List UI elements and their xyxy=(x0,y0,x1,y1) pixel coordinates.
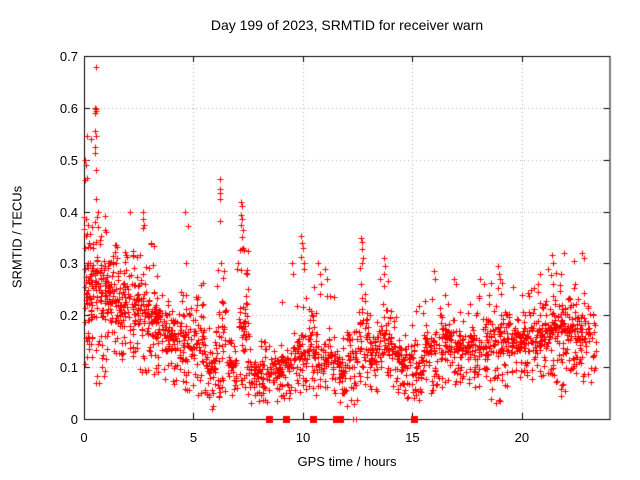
y-tick-label: 0.4 xyxy=(59,204,78,220)
x-axis-label: GPS time / hours xyxy=(297,454,397,469)
y-tick-label: 0.7 xyxy=(59,49,78,64)
y-tick-label: 0.2 xyxy=(59,308,78,324)
y-tick-label: 0.1 xyxy=(59,360,78,376)
x-tick-label: 10 xyxy=(295,430,311,445)
y-axis-label: SRMTID / TECUs xyxy=(9,185,25,289)
x-tick-label: 15 xyxy=(405,430,420,445)
x-tick-label: 5 xyxy=(189,430,198,445)
x-tick-label: 0 xyxy=(80,430,88,445)
y-tick-label: 0.3 xyxy=(59,256,78,272)
x-tick-label: 20 xyxy=(514,430,530,445)
y-tick-label: 0.5 xyxy=(59,152,78,168)
y-tick-label: 0 xyxy=(70,412,78,427)
chart-title: Day 199 of 2023, SRMTID for receiver war… xyxy=(210,17,484,33)
y-tick-label: 0.6 xyxy=(59,100,78,116)
